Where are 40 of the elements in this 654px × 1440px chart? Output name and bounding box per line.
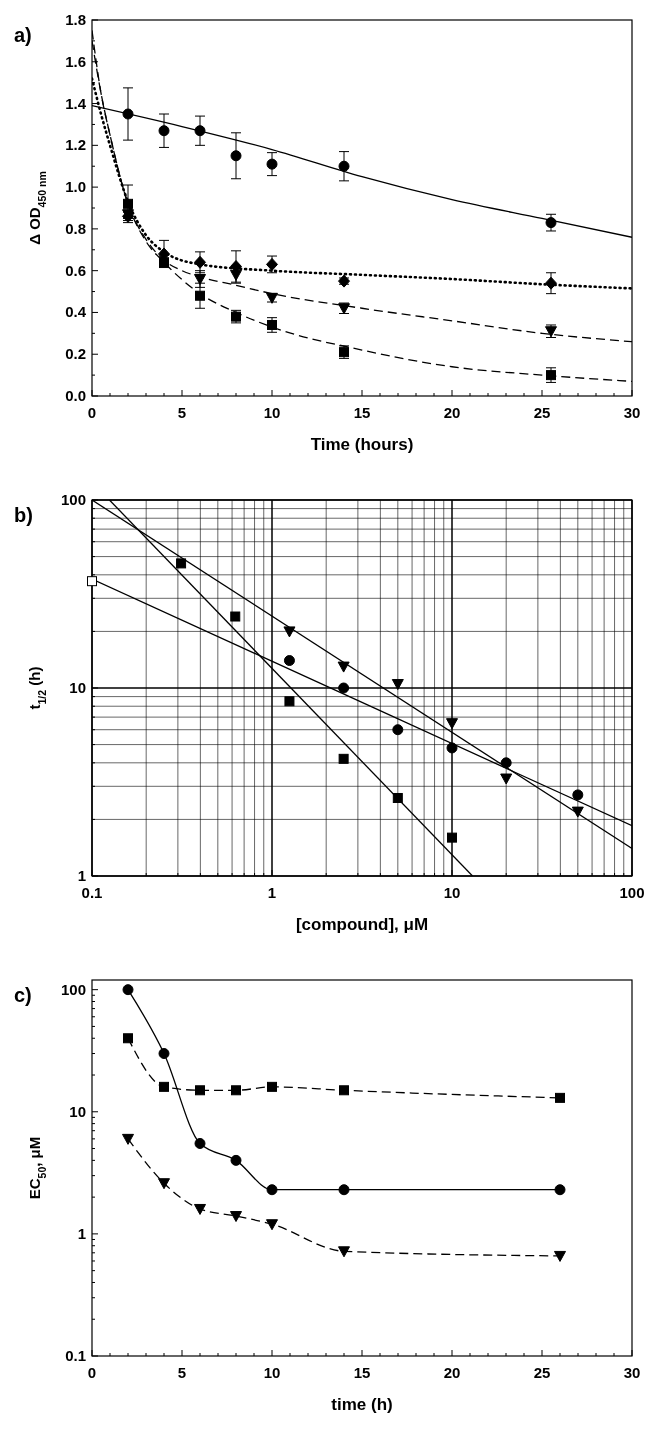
x-tick-label: 10 (443, 884, 461, 901)
x-tick-label: 100 (619, 884, 645, 901)
x-tick-label: 0 (87, 404, 97, 421)
chart-title: b) (14, 504, 33, 526)
x-axis-title: time (h) (331, 1395, 393, 1414)
x-tick-label: 1 (267, 884, 277, 901)
chart-title: a) (14, 24, 32, 46)
x-tick-label: 0 (87, 1364, 97, 1381)
y-tick-label: 100 (60, 491, 86, 508)
x-tick-label: 30 (623, 404, 641, 421)
y-tick-label: 1.4 (65, 94, 87, 112)
y-tick-label: 1.8 (65, 11, 86, 28)
y-tick-label: 0.4 (65, 303, 87, 321)
y-tick-label: 0.8 (65, 219, 86, 237)
x-tick-label: 25 (533, 404, 551, 421)
y-tick-label: 1.0 (65, 178, 86, 196)
y-tick-label: 0.0 (65, 387, 86, 404)
y-tick-label: 1 (77, 1224, 86, 1242)
x-tick-label: 5 (177, 1364, 187, 1381)
x-tick-label: 30 (623, 1364, 641, 1381)
chart-title: c) (14, 984, 32, 1006)
x-tick-label: 20 (443, 1364, 461, 1381)
x-tick-label: 20 (443, 404, 461, 421)
x-tick-label: 25 (533, 1364, 551, 1381)
y-tick-label: 10 (69, 1102, 86, 1120)
y-tick-label: 1 (77, 867, 86, 884)
x-tick-label: 10 (263, 1364, 281, 1381)
y-tick-label: 100 (60, 980, 86, 998)
y-tick-label: 1.2 (65, 136, 86, 154)
y-tick-label: 0.2 (65, 345, 86, 363)
x-tick-label: 10 (263, 404, 281, 421)
y-tick-label: 1.6 (65, 52, 86, 70)
x-axis-title: [compound], μM (295, 915, 429, 934)
x-tick-label: 5 (177, 404, 187, 421)
x-axis-title: Time (hours) (310, 435, 414, 454)
y-tick-label: 10 (69, 679, 86, 696)
x-tick-label: 15 (353, 404, 371, 421)
y-tick-label: 0.6 (65, 261, 86, 279)
x-tick-label: 15 (353, 1364, 371, 1381)
y-tick-label: 0.1 (65, 1347, 86, 1364)
